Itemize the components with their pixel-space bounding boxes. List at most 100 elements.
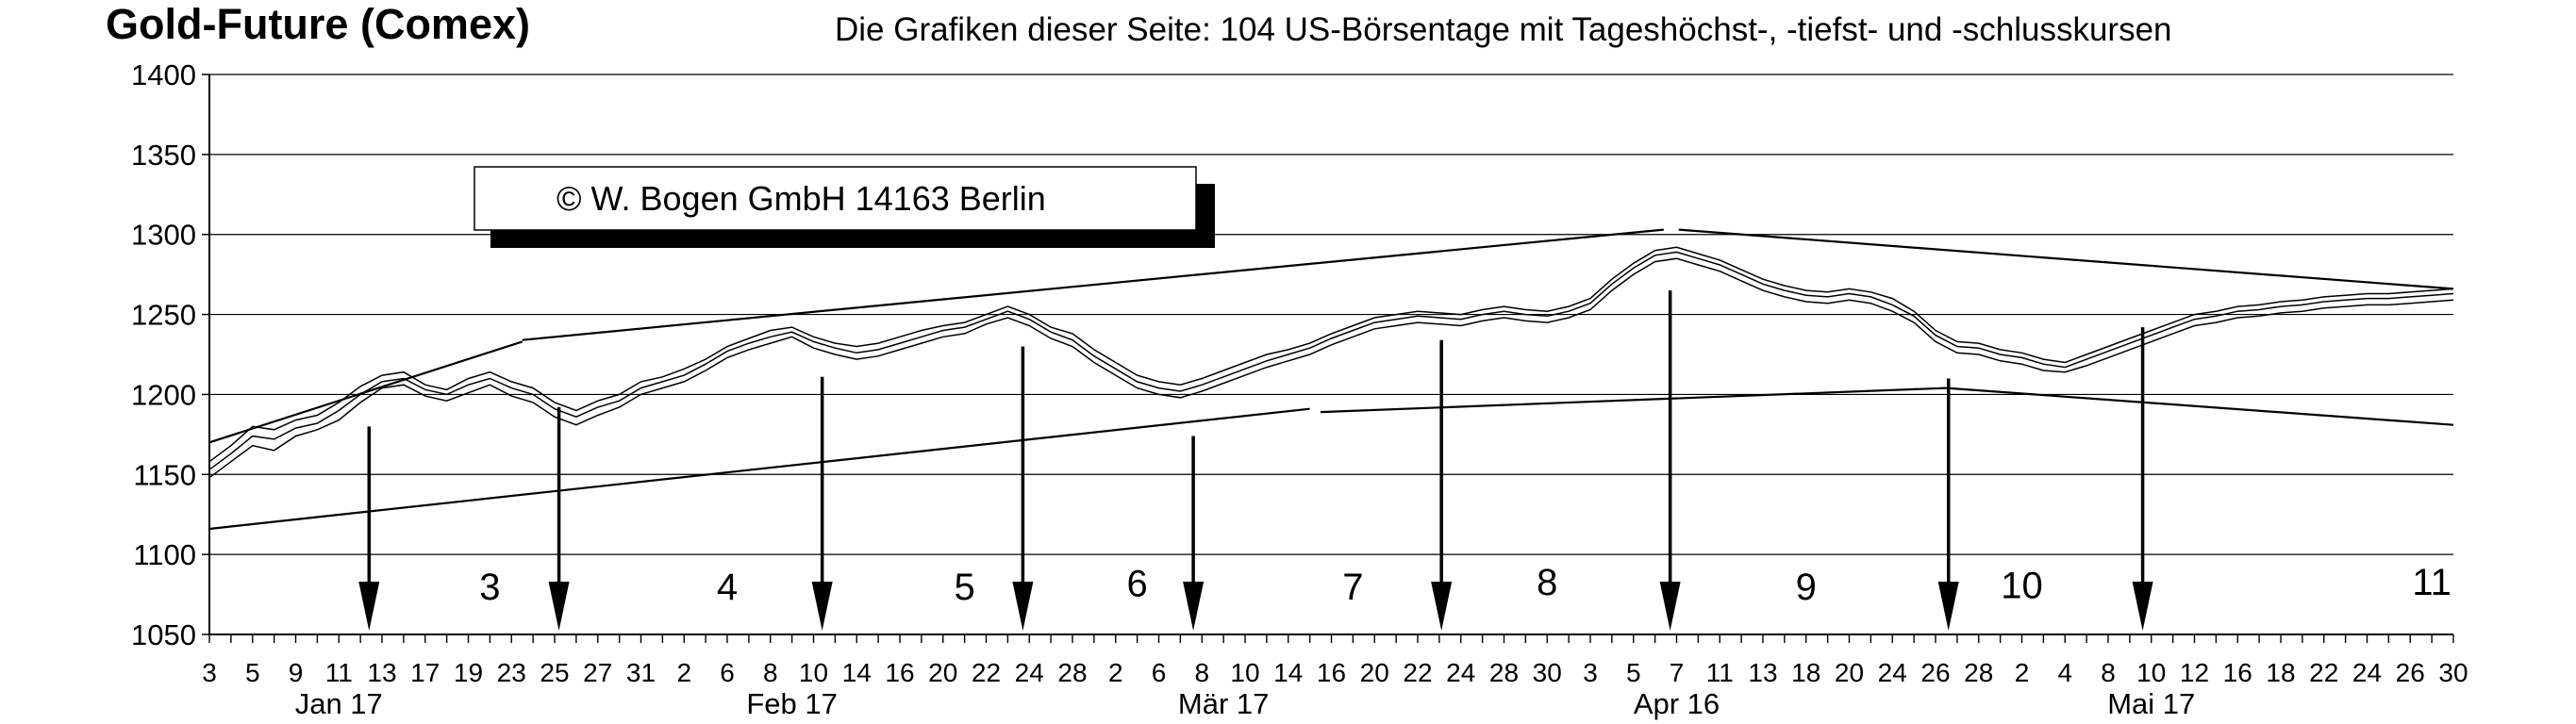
x-tick-label: 30 bbox=[2438, 658, 2468, 687]
month-label: Jan 17 bbox=[295, 687, 383, 720]
cycle-arrow-head bbox=[1183, 582, 1205, 631]
cycle-arrow-head bbox=[548, 582, 570, 631]
x-tick-label: 19 bbox=[454, 658, 483, 687]
x-tick-label: 11 bbox=[325, 658, 353, 687]
x-tick-label: 4 bbox=[2057, 658, 2072, 687]
x-tick-label: 8 bbox=[763, 658, 778, 687]
x-tick-label: 27 bbox=[583, 658, 612, 687]
trend-line bbox=[1946, 387, 2454, 426]
trend-lines bbox=[208, 228, 2454, 531]
chart-title: Gold-Future (Comex) bbox=[106, 0, 530, 48]
x-tick-label: 16 bbox=[885, 658, 914, 687]
cycle-arrows bbox=[358, 290, 2153, 631]
x-tick-label: 22 bbox=[2309, 658, 2338, 687]
x-tick-label: 14 bbox=[1273, 658, 1303, 687]
x-tick-label: 10 bbox=[1230, 658, 1259, 687]
x-tick-label: 22 bbox=[1403, 658, 1432, 687]
month-label: Apr 16 bbox=[1634, 687, 1720, 720]
x-tick-label: 28 bbox=[1489, 658, 1519, 687]
y-tick-label: 1100 bbox=[133, 538, 196, 571]
x-tick-label: 24 bbox=[1015, 658, 1044, 687]
cycle-number: 8 bbox=[1537, 562, 1557, 603]
x-tick-label: 13 bbox=[367, 658, 396, 687]
trend-line bbox=[1321, 387, 1947, 414]
x-tick-label: 31 bbox=[626, 658, 656, 687]
x-tick-label: 11 bbox=[1706, 658, 1734, 687]
cycle-arrow-head bbox=[358, 582, 380, 631]
x-tick-label: 16 bbox=[1317, 658, 1346, 687]
copyright-text: © W. Bogen GmbH 14163 Berlin bbox=[557, 179, 1046, 218]
cycle-arrow-head bbox=[1431, 582, 1453, 631]
x-tick-label: 28 bbox=[1057, 658, 1087, 687]
x-tick-label: 8 bbox=[1194, 658, 1209, 687]
cycle-arrow-head bbox=[1012, 582, 1034, 631]
x-tick-label: 26 bbox=[1920, 658, 1950, 687]
x-tick-label: 26 bbox=[2396, 658, 2425, 687]
month-label: Mai 17 bbox=[2107, 687, 2195, 720]
y-tick-label: 1200 bbox=[131, 378, 196, 411]
cycle-number: 3 bbox=[479, 567, 500, 608]
x-tick-label: 10 bbox=[799, 658, 828, 687]
x-tick-label: 18 bbox=[2266, 658, 2295, 687]
x-tick-label: 16 bbox=[2223, 658, 2252, 687]
x-tick-label: 20 bbox=[1360, 658, 1389, 687]
x-tick-label: 17 bbox=[410, 658, 440, 687]
cycle-number: 5 bbox=[955, 567, 975, 608]
x-tick-label: 14 bbox=[842, 658, 872, 687]
x-tick-label: 24 bbox=[2352, 658, 2382, 687]
copyright-box-frame bbox=[474, 166, 1197, 231]
chart-labels: 3 4 5 6 7 8 9 10 11 bbox=[479, 562, 2451, 608]
y-tick-label: 1300 bbox=[131, 219, 196, 252]
y-tick-label: 1150 bbox=[133, 458, 196, 491]
cycle-arrow-head bbox=[2132, 582, 2153, 631]
trend-line bbox=[1678, 228, 2454, 290]
x-tick-label: 5 bbox=[245, 658, 260, 687]
x-tick-label: 5 bbox=[1626, 658, 1641, 687]
cycle-number: 6 bbox=[1127, 564, 1148, 605]
x-tick-label: 9 bbox=[289, 658, 304, 687]
x-tick-label: 23 bbox=[497, 658, 526, 687]
y-tick-label: 1400 bbox=[131, 58, 196, 91]
copyright-box: © W. Bogen GmbH 14163 Berlin bbox=[474, 166, 1215, 248]
x-tick-label: 30 bbox=[1533, 658, 1562, 687]
cycle-number: 11 bbox=[2412, 562, 2451, 603]
x-tick-label: 3 bbox=[202, 658, 217, 687]
x-tick-label: 24 bbox=[1878, 658, 1907, 687]
x-tick-label: 25 bbox=[540, 658, 569, 687]
x-tick-label: 2 bbox=[676, 658, 691, 687]
month-label: Mär 17 bbox=[1178, 687, 1269, 720]
price-line bbox=[208, 257, 2454, 479]
x-tick-label: 7 bbox=[1670, 658, 1685, 687]
x-tick-label: 20 bbox=[928, 658, 957, 687]
price-series bbox=[208, 246, 2454, 479]
x-tick-label: 22 bbox=[972, 658, 1001, 687]
y-tick-label: 1250 bbox=[131, 299, 196, 332]
cycle-number: 4 bbox=[717, 567, 738, 608]
y-tick-label: 1350 bbox=[131, 139, 196, 172]
x-tick-label: 8 bbox=[2101, 658, 2116, 687]
x-tick-label: 12 bbox=[2180, 658, 2209, 687]
x-tick-label: 6 bbox=[1152, 658, 1167, 687]
x-tick-label: 13 bbox=[1748, 658, 1777, 687]
x-tick-label: 10 bbox=[2136, 658, 2166, 687]
x-tick-label: 6 bbox=[720, 658, 735, 687]
cycle-arrow-head bbox=[1937, 582, 1959, 631]
x-tick-label: 20 bbox=[1835, 658, 1864, 687]
x-tick-label: 2 bbox=[1108, 658, 1123, 687]
x-tick-label: 2 bbox=[2015, 658, 2030, 687]
cycle-arrow-head bbox=[1659, 582, 1681, 631]
trend-line bbox=[522, 228, 1664, 341]
x-tick-label: 18 bbox=[1791, 658, 1820, 687]
trend-line bbox=[208, 407, 1310, 531]
x-tick-label: 28 bbox=[1964, 658, 1993, 687]
x-tick-label: 3 bbox=[1583, 658, 1598, 687]
price-line bbox=[208, 251, 2454, 470]
chart-subtitle: Die Grafiken dieser Seite: 104 US-Börsen… bbox=[835, 11, 2172, 48]
month-label: Feb 17 bbox=[746, 687, 838, 720]
cycle-number: 7 bbox=[1342, 567, 1363, 608]
price-line bbox=[208, 246, 2454, 463]
x-tick-label: 24 bbox=[1446, 658, 1475, 687]
cycle-arrow-head bbox=[811, 582, 833, 631]
